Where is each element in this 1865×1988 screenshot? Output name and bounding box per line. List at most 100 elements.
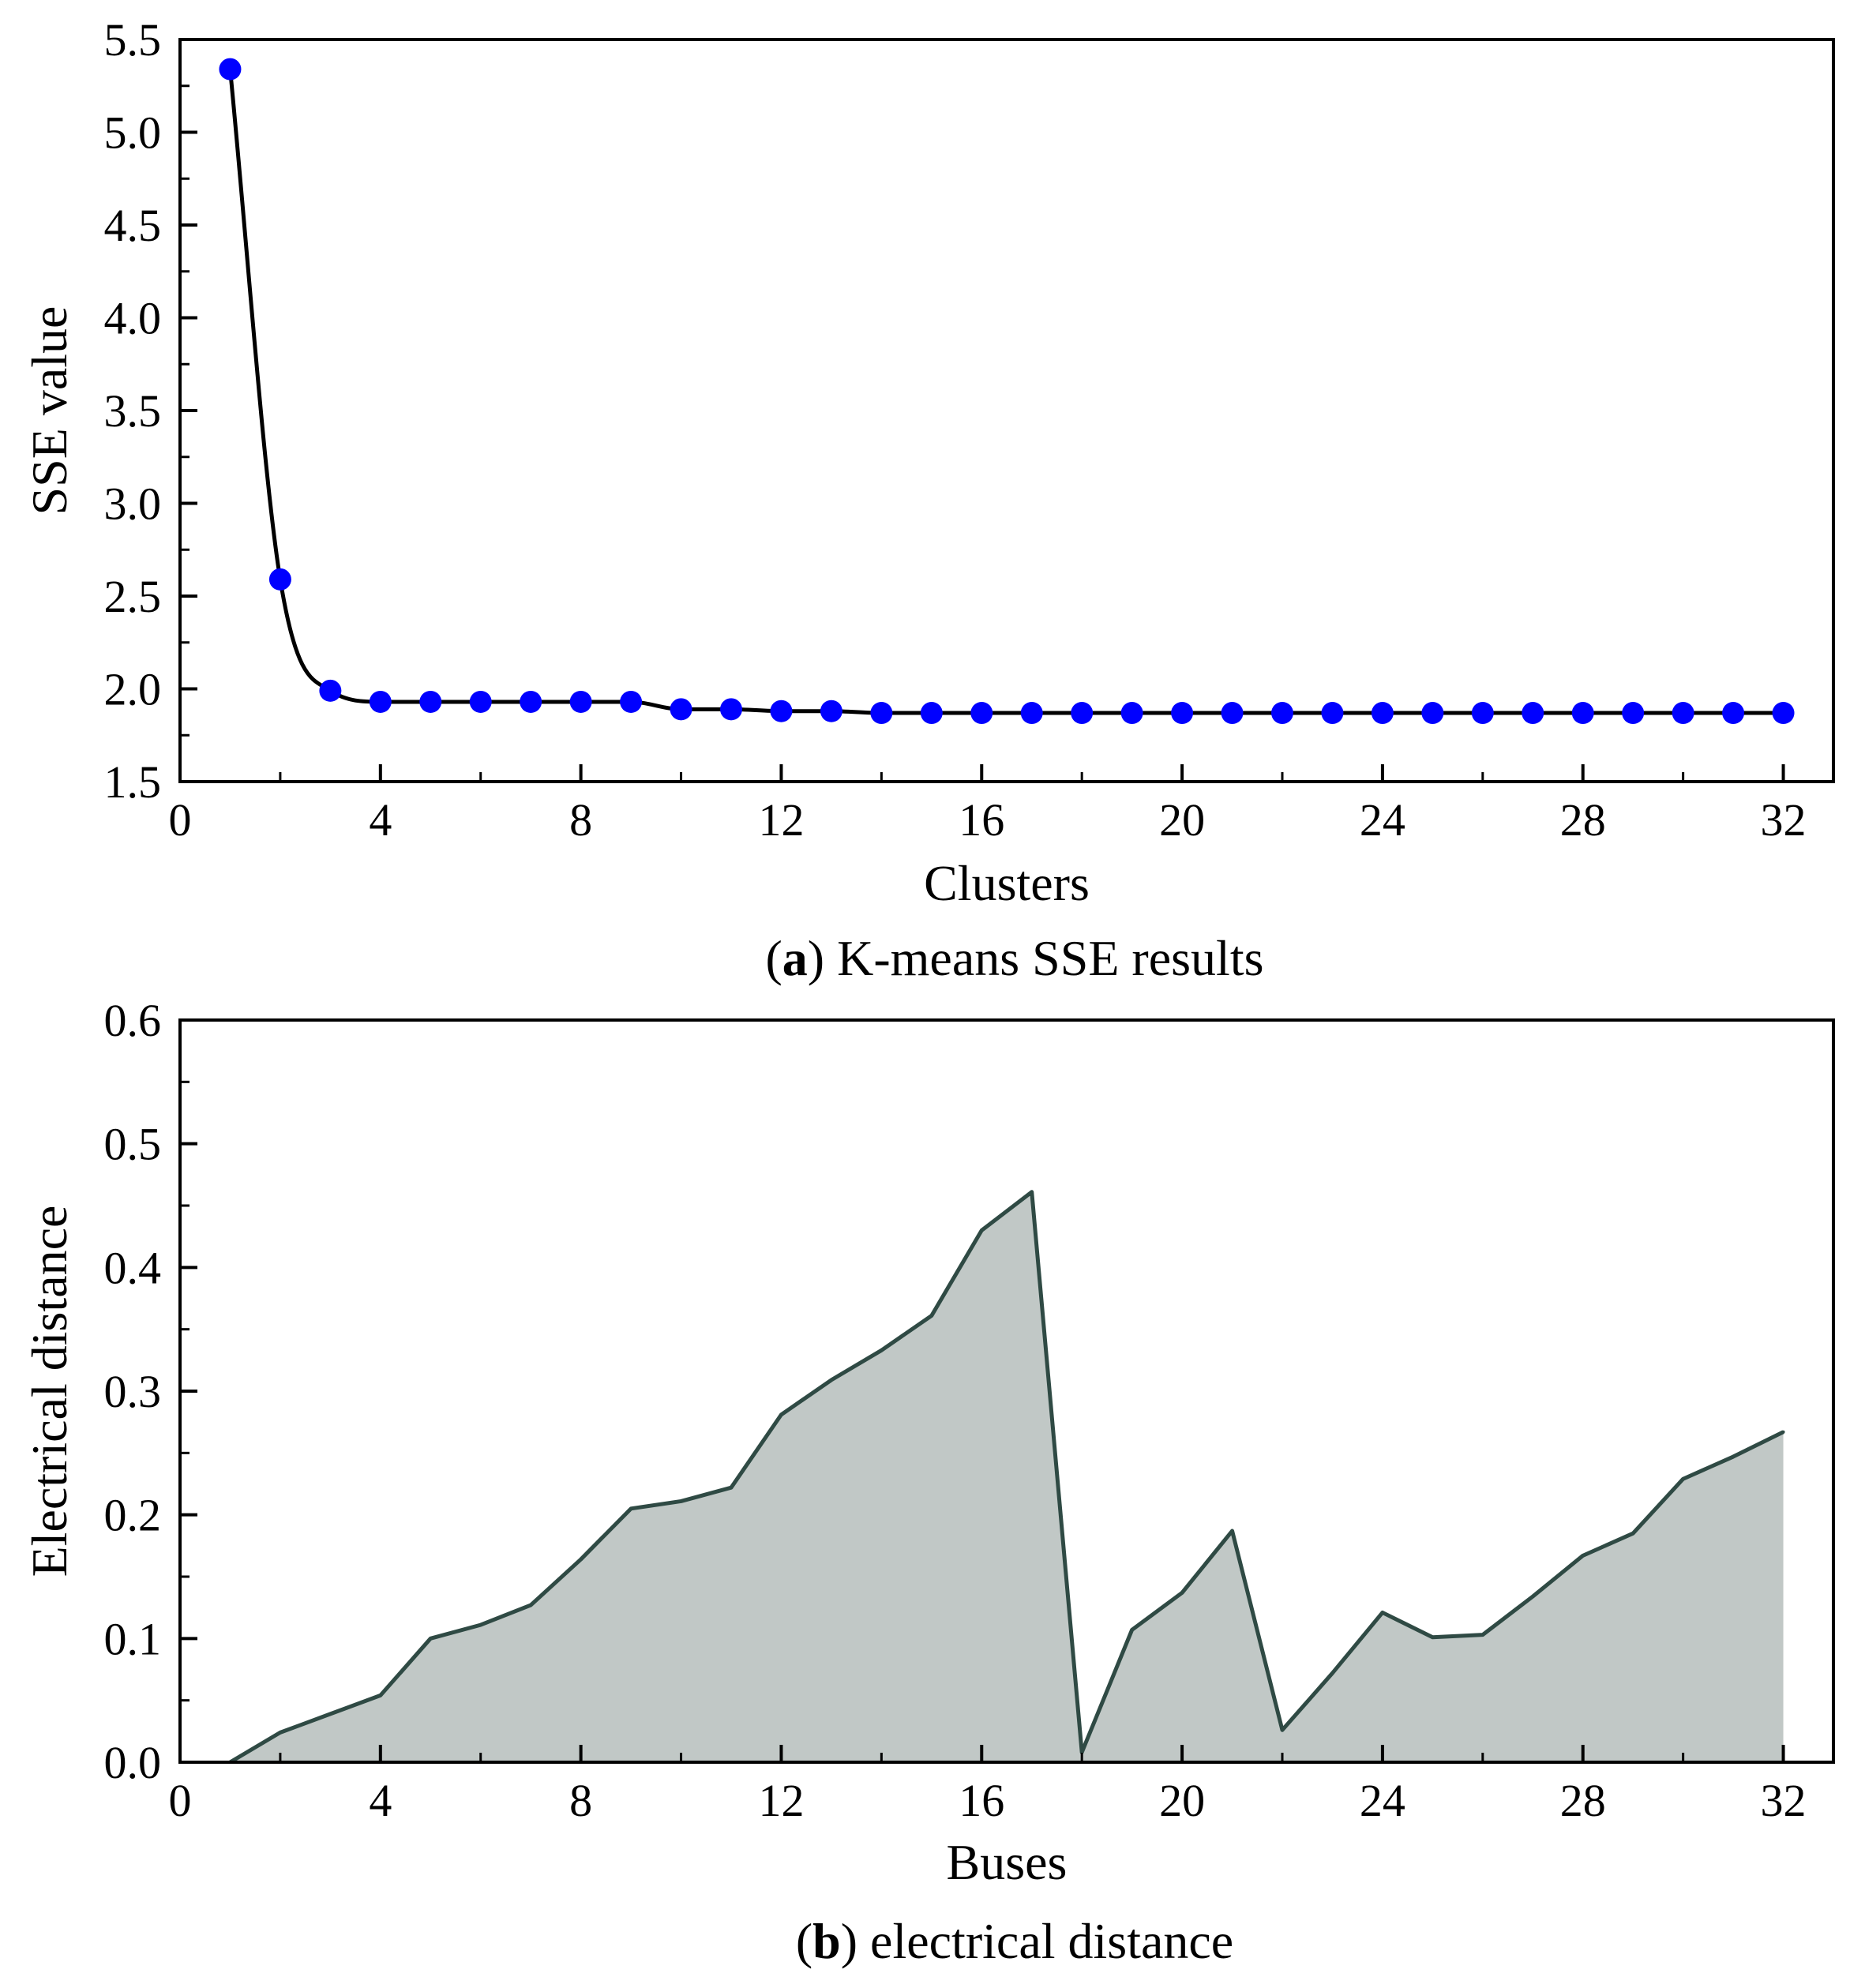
electrical-distance-data-point bbox=[679, 1499, 683, 1503]
sse-data-point bbox=[520, 690, 542, 713]
x-tick-label: 24 bbox=[1360, 794, 1405, 846]
electrical-distance-data-point bbox=[1030, 1190, 1034, 1194]
y-tick-label: 3.5 bbox=[104, 385, 162, 437]
panel-a-plot-layer bbox=[219, 58, 1795, 725]
sse-data-point bbox=[1221, 702, 1244, 725]
sse-data-point bbox=[1371, 702, 1394, 725]
panel-b-tick-layer: 0 4 8 12 16 20 24 28 32 0.0 0.1 0.2 0.3 0.4 0.5 0.6 bbox=[104, 995, 1807, 1826]
sse-data-point bbox=[920, 702, 943, 725]
electrical-distance-data-point bbox=[1380, 1611, 1384, 1615]
sse-data-point bbox=[1471, 702, 1494, 725]
sse-data-point bbox=[1171, 702, 1194, 725]
x-tick-label: 16 bbox=[959, 1775, 1004, 1826]
panel-a-sse-chart: 0 4 8 12 16 20 24 28 32 1.5 2.0 2.5 3.0 3.5 4.0 4.5 5.0 5… bbox=[21, 14, 1835, 986]
sse-data-point bbox=[419, 690, 442, 713]
sse-data-point bbox=[670, 698, 692, 721]
electrical-distance-data-point bbox=[1732, 1455, 1736, 1459]
electrical-distance-data-point bbox=[1230, 1529, 1234, 1533]
sse-data-point bbox=[1120, 702, 1143, 725]
panel-a-caption-text: K-means SSE results bbox=[837, 930, 1263, 986]
sse-data-point bbox=[970, 702, 993, 725]
y-tick-label: 4.0 bbox=[104, 293, 162, 344]
sse-data-point bbox=[1571, 702, 1594, 725]
sse-data-point bbox=[720, 698, 742, 721]
electrical-distance-data-point bbox=[1130, 1628, 1134, 1632]
electrical-distance-data-point bbox=[880, 1348, 884, 1352]
y-tick-label: 0.5 bbox=[104, 1119, 162, 1170]
sse-data-point bbox=[1722, 702, 1745, 725]
electrical-distance-data-point bbox=[629, 1506, 633, 1510]
panel-b-plot-layer bbox=[228, 1190, 1785, 1765]
electrical-distance-data-point bbox=[579, 1558, 583, 1562]
electrical-distance-data-point bbox=[1480, 1633, 1484, 1637]
electrical-distance-data-point bbox=[1531, 1595, 1535, 1599]
electrical-distance-data-point bbox=[1431, 1635, 1435, 1639]
sse-data-point bbox=[219, 58, 242, 81]
y-tick-label: 0.0 bbox=[104, 1737, 162, 1788]
x-tick-label: 20 bbox=[1159, 794, 1205, 846]
x-tick-label: 28 bbox=[1560, 794, 1606, 846]
x-tick-label: 20 bbox=[1159, 1775, 1205, 1826]
x-tick-label: 12 bbox=[758, 1775, 804, 1826]
electrical-distance-data-point bbox=[779, 1412, 783, 1416]
electrical-distance-data-point bbox=[328, 1712, 332, 1716]
panel-a-y-axis-title: SSE value bbox=[21, 306, 77, 516]
sse-series-line bbox=[227, 69, 1784, 715]
panel-a-tick-layer: 0 4 8 12 16 20 24 28 32 1.5 2.0 2.5 3.0 3.5 4.0 4.5 5.0 5… bbox=[104, 14, 1807, 846]
x-tick-label: 24 bbox=[1360, 1775, 1405, 1826]
electrical-distance-data-point bbox=[378, 1694, 382, 1697]
panel-b-x-axis-title: Buses bbox=[947, 1834, 1068, 1890]
y-tick-label: 3.0 bbox=[104, 478, 162, 530]
x-tick-label: 28 bbox=[1560, 1775, 1606, 1826]
sse-data-point bbox=[1071, 702, 1094, 725]
sse-data-point bbox=[1672, 702, 1694, 725]
x-tick-label: 0 bbox=[169, 794, 192, 846]
sse-data-point bbox=[620, 690, 643, 713]
electrical-distance-data-point bbox=[429, 1637, 433, 1641]
y-tick-label: 0.3 bbox=[104, 1366, 162, 1417]
electrical-distance-data-point bbox=[829, 1378, 833, 1382]
y-tick-label: 0.4 bbox=[104, 1242, 162, 1293]
x-tick-label: 16 bbox=[959, 794, 1004, 846]
electrical-distance-data-point bbox=[278, 1731, 282, 1735]
sse-data-point bbox=[1321, 702, 1344, 725]
x-tick-label: 8 bbox=[569, 794, 592, 846]
sse-data-point bbox=[1622, 702, 1645, 725]
x-tick-label: 8 bbox=[569, 1775, 592, 1826]
sse-data-point bbox=[1772, 702, 1795, 725]
electrical-distance-data-point bbox=[730, 1486, 733, 1490]
sse-data-point bbox=[870, 702, 893, 725]
electrical-distance-data-point bbox=[478, 1623, 482, 1627]
panel-b-caption-text: electrical distance bbox=[870, 1913, 1233, 1969]
sse-data-point bbox=[569, 690, 592, 713]
electrical-distance-data-point bbox=[1781, 1430, 1785, 1434]
y-tick-label: 0.6 bbox=[104, 995, 162, 1046]
electrical-distance-data-point bbox=[1581, 1554, 1585, 1558]
sse-data-point bbox=[369, 690, 392, 713]
y-tick-label: 4.5 bbox=[104, 200, 162, 251]
electrical-distance-data-point bbox=[980, 1228, 984, 1232]
y-tick-label: 1.5 bbox=[104, 756, 162, 808]
y-tick-label: 2.5 bbox=[104, 571, 162, 622]
electrical-distance-data-point bbox=[1631, 1532, 1635, 1536]
panel-b-y-axis-title: Electrical distance bbox=[21, 1206, 77, 1577]
panel-a-plot-frame bbox=[178, 38, 1835, 783]
electrical-distance-area-fill bbox=[230, 1191, 1784, 1762]
electrical-distance-data-point bbox=[1281, 1728, 1284, 1732]
electrical-distance-data-point bbox=[529, 1604, 533, 1607]
y-tick-label: 5.0 bbox=[104, 107, 162, 159]
panel-b-electrical-distance-chart: 0 4 8 12 16 20 24 28 32 0.0 0.1 0.2 0.3 0.4 0.5 0.6 Bus… bbox=[21, 995, 1835, 1969]
y-tick-label: 2.0 bbox=[104, 664, 162, 715]
sse-data-point bbox=[820, 700, 842, 722]
y-tick-label: 0.1 bbox=[104, 1613, 162, 1664]
sse-data-point bbox=[469, 690, 492, 713]
sse-data-point bbox=[268, 568, 291, 591]
electrical-distance-series-line bbox=[229, 1190, 1784, 1765]
electrical-distance-data-point bbox=[1681, 1477, 1685, 1481]
panel-a-caption: (a) K-means SSE results bbox=[765, 930, 1263, 986]
panel-b-caption: (b) electrical distance bbox=[796, 1913, 1233, 1969]
sse-data-point bbox=[770, 700, 793, 722]
x-tick-label: 4 bbox=[369, 794, 392, 846]
sse-data-point bbox=[1522, 702, 1544, 725]
